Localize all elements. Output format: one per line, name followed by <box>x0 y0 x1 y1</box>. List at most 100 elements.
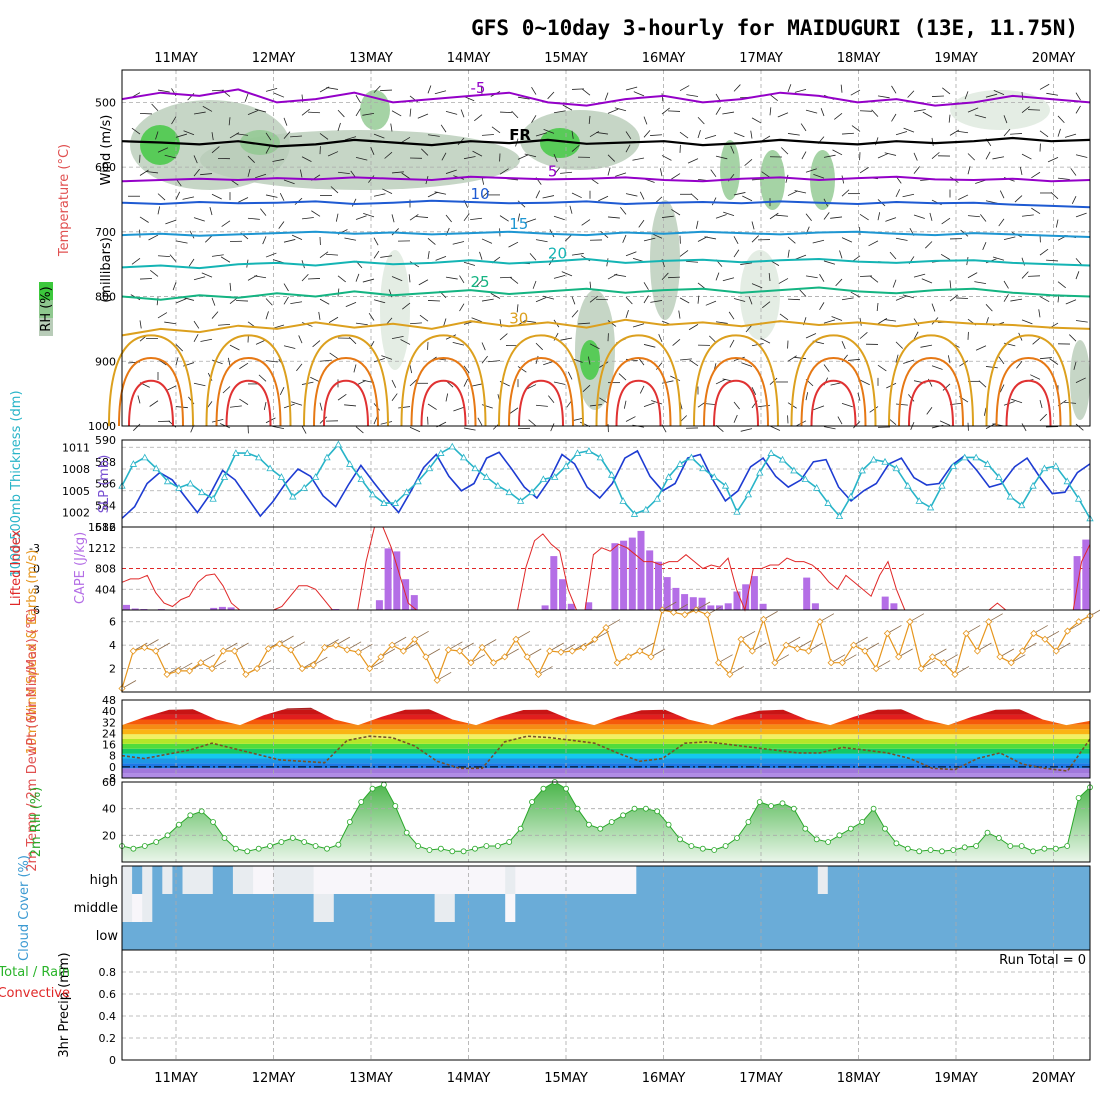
wind-speed-marker <box>253 665 261 673</box>
wind-barb <box>823 260 836 265</box>
thick-ytick-left: 582 <box>95 521 116 534</box>
rh-shading <box>130 90 1090 420</box>
isotherm-label: 5 <box>548 162 558 180</box>
wind-barb <box>1010 133 1023 135</box>
rh-marker <box>722 843 729 849</box>
cloud-cell <box>676 866 688 894</box>
wind-barb <box>974 281 987 284</box>
wind-barb <box>229 282 232 291</box>
wind-barb <box>877 318 888 325</box>
wind-barb <box>175 240 188 244</box>
cloud-cell <box>575 866 587 894</box>
cloud-cell <box>1079 922 1091 950</box>
cloud-cell <box>1059 894 1071 922</box>
rh-marker <box>380 781 387 788</box>
slp-ytick: 1011 <box>62 441 90 454</box>
temp-band <box>122 714 1090 720</box>
cloud-cell <box>122 922 133 950</box>
wind-barb <box>133 423 141 431</box>
wind-barb <box>733 132 745 138</box>
rh-marker <box>996 835 1002 841</box>
temp-band <box>122 724 1090 730</box>
wind-barb <box>1028 275 1041 277</box>
wind-barb <box>452 241 465 245</box>
wind-barb-10m <box>560 643 576 653</box>
wind-barb <box>999 190 1005 199</box>
cloud-cell <box>666 894 678 922</box>
wind-barb <box>239 398 249 405</box>
wind-barb <box>848 358 861 361</box>
wind-speed-marker <box>906 618 914 626</box>
wind-barb <box>942 87 951 95</box>
wind-barb <box>443 318 447 327</box>
wind-barb <box>355 108 361 117</box>
cloud-cell <box>606 866 617 894</box>
wind-barb <box>578 322 591 325</box>
wind-barb <box>795 254 807 260</box>
wind-barb <box>625 86 638 91</box>
wind-barb <box>220 256 231 263</box>
rh-marker <box>198 808 205 815</box>
cloud-cell <box>858 894 869 922</box>
wind-barb <box>1039 400 1043 409</box>
cloud-cell <box>575 894 587 922</box>
rh-marker <box>859 819 866 825</box>
wind-barb <box>689 359 699 367</box>
cloud-cell <box>989 866 1000 894</box>
wind-barb <box>355 322 368 326</box>
rh-patch <box>760 150 785 210</box>
wind-barb <box>1016 361 1023 369</box>
cloud-cell <box>323 922 335 950</box>
wind-speed-marker <box>433 676 441 684</box>
cape-bar <box>410 595 418 610</box>
wind-barb <box>799 289 807 297</box>
wind-barb <box>1071 196 1077 205</box>
rh-marker <box>756 799 763 805</box>
wind-barb-10m <box>1033 625 1048 634</box>
thickness-marker <box>1052 462 1060 469</box>
precip-ytick: 0.6 <box>99 988 117 1001</box>
bl-contour <box>128 379 174 427</box>
wind-barb <box>330 186 339 194</box>
bl-contour <box>898 357 964 427</box>
wind-barb <box>823 212 830 220</box>
wind-barb-10m <box>864 642 880 652</box>
rh-marker <box>472 845 478 852</box>
cloud-cell <box>585 866 597 894</box>
top-date-label: 20MAY <box>1032 51 1076 66</box>
wind-speed-marker <box>140 643 149 652</box>
cloud-cell <box>333 894 345 922</box>
wind-barb <box>283 283 289 292</box>
bl-contour <box>518 379 564 427</box>
cloud-cell <box>636 866 647 894</box>
wind-barb <box>427 134 440 137</box>
wind-barb <box>679 297 690 304</box>
wind-barb <box>149 400 159 407</box>
wind-barb <box>291 234 303 240</box>
rh-ytick: 60 <box>102 776 116 789</box>
wind-barb <box>510 277 519 284</box>
cloud-cell <box>343 866 355 894</box>
wind-barb <box>401 172 411 180</box>
wind-barb <box>400 136 411 144</box>
upper-ytick: 900 <box>95 355 116 368</box>
wind-barb <box>758 404 771 408</box>
wind-barb <box>1046 259 1059 262</box>
cloud-cell <box>636 922 647 950</box>
wind-speed-marker <box>647 653 655 661</box>
wind-speed-marker <box>771 659 779 667</box>
wind-barb <box>155 131 159 140</box>
wind-barb <box>762 301 771 309</box>
isotherm-label: 30 <box>509 309 528 327</box>
wind-barb <box>463 213 470 222</box>
wind-barb <box>205 235 213 243</box>
wind-barb <box>868 240 879 247</box>
wind-barb-10m <box>313 656 328 666</box>
wind-speed-marker <box>489 659 498 667</box>
rh-marker <box>529 799 535 805</box>
wind-speed-marker <box>264 645 272 653</box>
wind-speed-marker <box>951 670 959 678</box>
cloud-cell <box>243 922 254 950</box>
cloud-cell <box>132 922 143 950</box>
precip-legend-convective: Convective <box>0 986 70 1001</box>
